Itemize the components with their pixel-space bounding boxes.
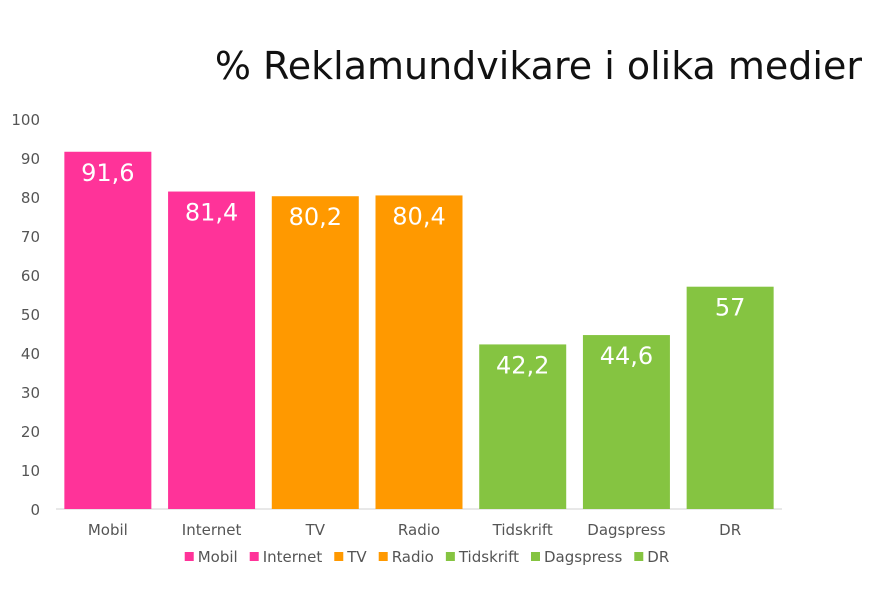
legend-item: DR	[647, 548, 669, 566]
legend-item: TV	[346, 548, 367, 566]
bar-dr	[686, 286, 774, 509]
legend-item: Tidskrift	[458, 548, 519, 566]
legend-swatch	[634, 552, 644, 561]
data-label: 80,2	[289, 203, 342, 231]
x-tick-label: Internet	[182, 521, 242, 539]
y-tick-label: 50	[21, 306, 40, 324]
y-tick-label: 100	[11, 111, 40, 129]
legend-swatch	[378, 552, 388, 561]
bar-dagspress	[582, 335, 670, 509]
x-tick-label: Mobil	[88, 521, 128, 539]
bar-tidskrift	[479, 344, 567, 509]
y-tick-label: 90	[21, 150, 40, 168]
legend-swatch	[249, 552, 259, 561]
x-tick-label: TV	[305, 521, 326, 539]
y-tick-label: 30	[21, 384, 40, 402]
y-tick-label: 70	[21, 228, 40, 246]
x-tick-label: Dagspress	[587, 521, 665, 539]
y-tick-label: 0	[30, 501, 40, 519]
y-tick-label: 10	[21, 462, 40, 480]
legend-swatch	[334, 552, 344, 561]
bar-internet	[168, 191, 256, 510]
data-label: 81,4	[185, 199, 238, 227]
x-tick-label: DR	[719, 521, 741, 539]
bar-mobil	[64, 151, 152, 509]
legend-item: Radio	[392, 548, 434, 566]
data-label: 57	[715, 294, 746, 322]
legend-swatch	[530, 552, 540, 561]
bar-tv	[271, 196, 359, 509]
x-tick-label: Radio	[398, 521, 440, 539]
legend-swatch	[184, 552, 194, 561]
y-tick-label: 80	[21, 189, 40, 207]
legend-swatch	[445, 552, 455, 561]
legend-item: Dagspress	[544, 548, 622, 566]
data-label: 44,6	[600, 342, 653, 370]
legend-item: Internet	[263, 548, 323, 566]
y-tick-label: 60	[21, 267, 40, 285]
legend-item: Mobil	[198, 548, 238, 566]
data-label: 80,4	[392, 202, 445, 230]
chart-title: % Reklamundvikare i olika medier	[214, 44, 862, 88]
data-label: 91,6	[81, 159, 134, 187]
y-tick-label: 20	[21, 423, 40, 441]
bar-radio	[375, 195, 463, 509]
x-tick-label: Tidskrift	[492, 521, 553, 539]
y-tick-label: 40	[21, 345, 40, 363]
data-label: 42,2	[496, 351, 549, 379]
